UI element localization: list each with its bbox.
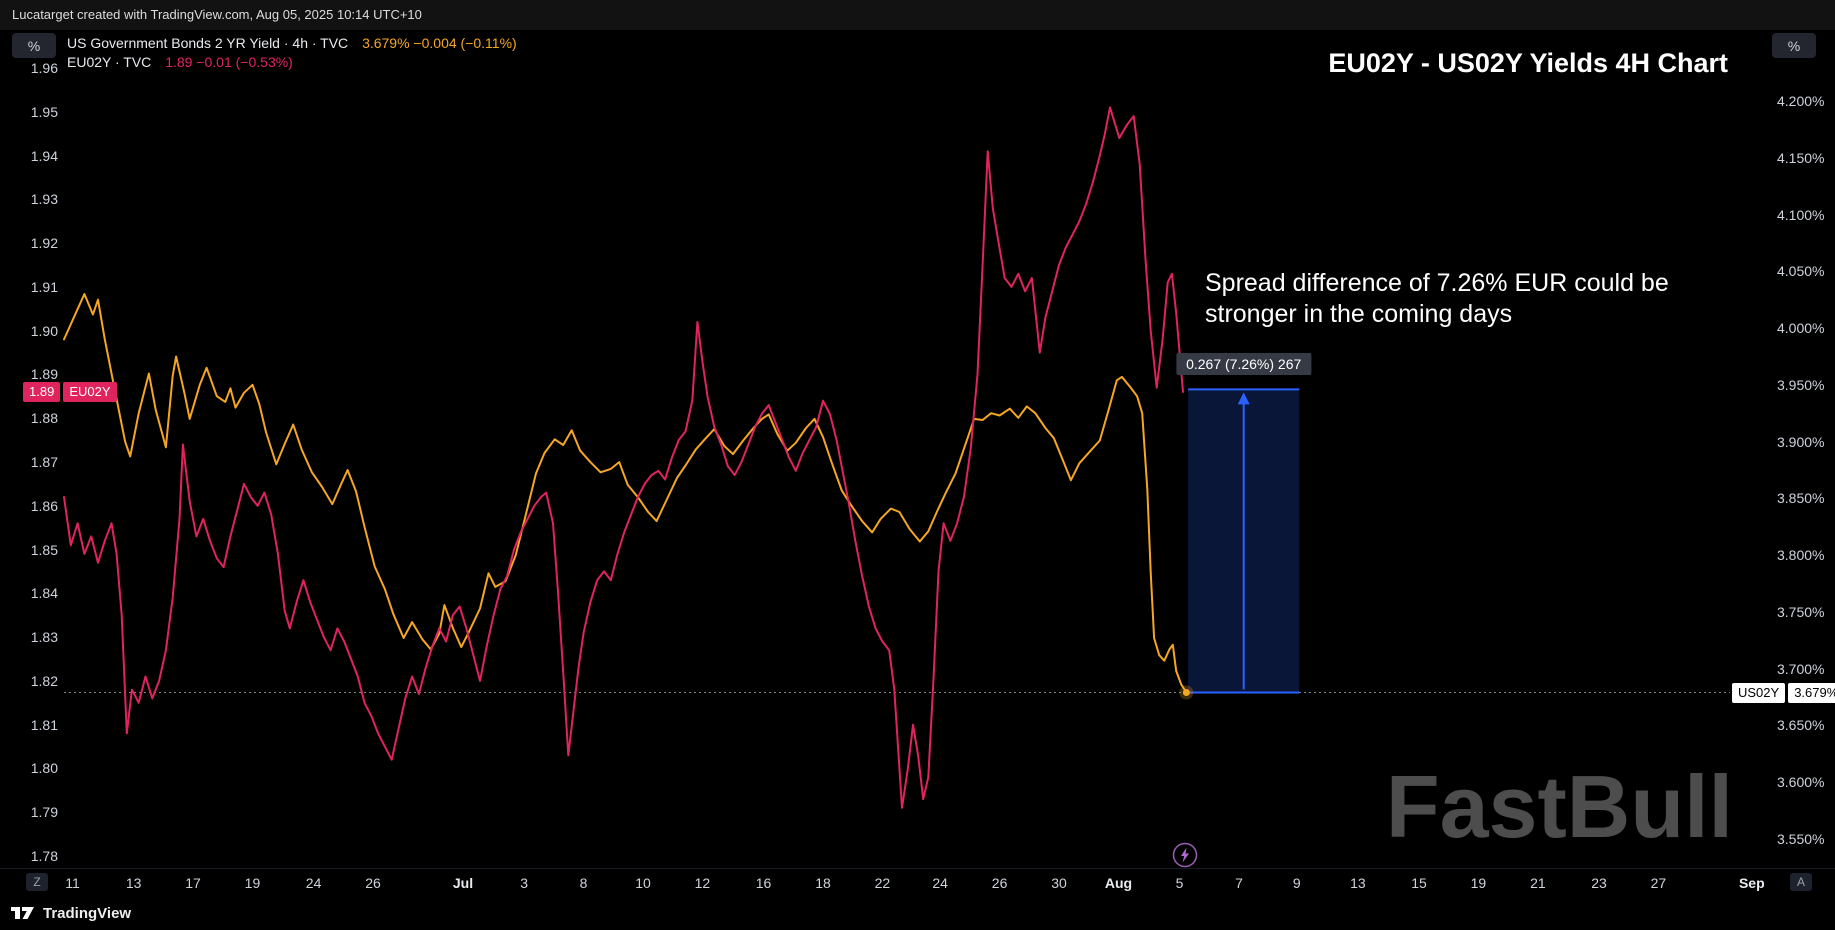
time-axis-label: Sep (1738, 875, 1765, 891)
legend-values-eu02y: 1.89 −0.01 (−0.53%) (165, 54, 293, 70)
right-axis-label: 3.800% (1777, 547, 1825, 564)
right-axis-label: 3.900% (1777, 433, 1825, 450)
left-axis-label: 1.80 (30, 760, 58, 777)
time-axis-label: 19 (244, 875, 261, 891)
legend-row-us02y[interactable]: US Government Bonds 2 YR Yield · 4h · TV… (67, 34, 517, 53)
left-price-axis[interactable]: 1.96 1.95 1.94 1.93 1.92 1.91 1.90 1.89 1.88 1.87… (0, 30, 61, 868)
annotation-text: Spread difference of 7.26% EUR could be … (1205, 268, 1765, 329)
right-axis-label: 4.200% (1777, 93, 1825, 109)
time-axis-label: 19 (1470, 875, 1487, 891)
right-axis-label: 3.600% (1777, 774, 1825, 791)
right-axis-label: 3.950% (1777, 376, 1825, 393)
footer-bar: TradingView (0, 896, 1835, 930)
right-axis-label: 4.050% (1777, 263, 1825, 280)
left-axis-label: 1.92 (30, 235, 58, 252)
left-axis-label: 1.88 (30, 410, 58, 427)
time-axis-label: 26 (991, 875, 1008, 891)
lightning-icon[interactable] (1172, 842, 1198, 868)
time-axis-label: 8 (579, 875, 588, 891)
left-axis-label: 1.86 (30, 497, 58, 514)
us02y-name-badge: US02Y (1732, 682, 1786, 703)
right-scale-percent-button[interactable]: % (1772, 33, 1816, 58)
time-axis-label: 13 (125, 875, 142, 891)
time-axis-label: 22 (874, 875, 891, 891)
time-axis-label: 21 (1530, 875, 1546, 891)
left-axis-label: 1.89 (30, 366, 58, 383)
right-axis-label: 4.100% (1777, 206, 1825, 223)
annotation-line-2: stronger in the coming days (1205, 299, 1513, 328)
time-axis-label: 15 (1411, 875, 1427, 891)
time-axis-label: 12 (694, 875, 711, 891)
time-axis-label: 13 (1350, 875, 1366, 891)
right-axis-label: 3.850% (1777, 490, 1825, 507)
right-axis-label: 4.150% (1777, 149, 1825, 166)
right-axis-label: 3.650% (1777, 717, 1825, 734)
time-axis-label: 26 (365, 875, 381, 891)
topbar-caption: Lucatarget created with TradingView.com,… (12, 7, 422, 22)
chart-title: EU02Y - US02Y Yields 4H Chart (1328, 48, 1728, 78)
annotation-line-1: Spread difference of 7.26% EUR could be (1205, 269, 1669, 297)
time-axis-label: Jul (452, 875, 474, 891)
legend-row-eu02y[interactable]: EU02Y · TVC 1.89 −0.01 (−0.53%) (67, 53, 517, 72)
legend: US Government Bonds 2 YR Yield · 4h · TV… (67, 34, 517, 72)
eu02y-name-badge: EU02Y (63, 381, 117, 402)
right-axis-label: 3.550% (1777, 831, 1825, 847)
footer-brand[interactable]: TradingView (43, 904, 132, 922)
tradingview-logo-icon[interactable] (10, 903, 36, 923)
time-axis-label: 5 (1175, 875, 1184, 891)
left-axis-label: 1.95 (30, 103, 58, 120)
time-axis-label: 30 (1051, 875, 1067, 891)
time-axis-label: 24 (932, 875, 948, 891)
time-axis-label: 10 (635, 875, 651, 891)
measure-tool-label[interactable]: 0.267 (7.26%) 267 (1176, 353, 1312, 376)
time-axis-label: 7 (1235, 875, 1243, 891)
eu02y-price-badge-group: 1.89 EU02Y (23, 381, 117, 402)
left-axis-label: 1.85 (30, 541, 58, 558)
topbar: Lucatarget created with TradingView.com,… (0, 0, 1835, 30)
time-axis-label: 16 (755, 875, 772, 891)
time-axis-label: 9 (1292, 875, 1301, 891)
time-axis[interactable]: 11 13 17 19 24 26 Jul 3 8 10 12 16 18 22 24 26 30 Aug 5 7 9 1… (0, 868, 1835, 897)
legend-values-us02y: 3.679% −0.004 (−0.11%) (362, 35, 517, 51)
left-axis-label: 1.94 (30, 147, 58, 164)
time-axis-label: 24 (305, 875, 322, 891)
eu02y-price-badge: 1.89 (23, 381, 61, 402)
left-axis-label: 1.82 (30, 672, 58, 689)
chart-pane[interactable]: % % US Government Bonds 2 YR Yield · 4h … (0, 30, 1835, 896)
time-axis-label: 17 (185, 875, 201, 891)
left-axis-label: 1.96 (30, 60, 58, 76)
right-price-axis[interactable]: 4.200% 4.150% 4.100% 4.050% 4.000% 3.950% 3.90… (1774, 30, 1835, 868)
left-axis-label: 1.78 (30, 848, 58, 864)
time-axis-label: 3 (520, 875, 529, 891)
left-axis-label: 1.93 (30, 191, 58, 208)
us02y-price-badge-group: US02Y 3.679% (1732, 682, 1835, 703)
right-axis-label: 4.000% (1777, 320, 1825, 337)
autoscale-button[interactable]: A (1790, 873, 1812, 891)
time-axis-label: 18 (815, 875, 831, 891)
left-axis-label: 1.81 (30, 716, 58, 733)
left-axis-label: 1.84 (30, 585, 58, 602)
time-axis-label: 23 (1591, 875, 1607, 891)
us02y-price-badge: 3.679% (1788, 682, 1835, 703)
price-chart-canvas[interactable] (0, 30, 1835, 896)
left-axis-label: 1.79 (30, 804, 58, 821)
right-axis-label: 3.750% (1777, 603, 1825, 620)
time-axis-label: 11 (65, 875, 80, 891)
left-axis-label: 1.87 (30, 454, 58, 470)
left-axis-label: 1.91 (30, 278, 58, 295)
left-axis-label: 1.90 (30, 322, 58, 339)
fastbull-watermark: FastBull (1385, 757, 1733, 856)
legend-symbol-us02y: US Government Bonds 2 YR Yield · 4h · TV… (67, 35, 349, 51)
time-axis-label: Aug (1104, 875, 1133, 891)
time-axis-label: 27 (1650, 875, 1667, 891)
timezone-button[interactable]: Z (26, 873, 48, 891)
legend-symbol-eu02y: EU02Y · TVC (67, 54, 152, 70)
left-axis-label: 1.83 (30, 629, 58, 646)
left-scale-percent-button[interactable]: % (12, 33, 56, 58)
right-axis-label: 3.700% (1777, 660, 1825, 677)
